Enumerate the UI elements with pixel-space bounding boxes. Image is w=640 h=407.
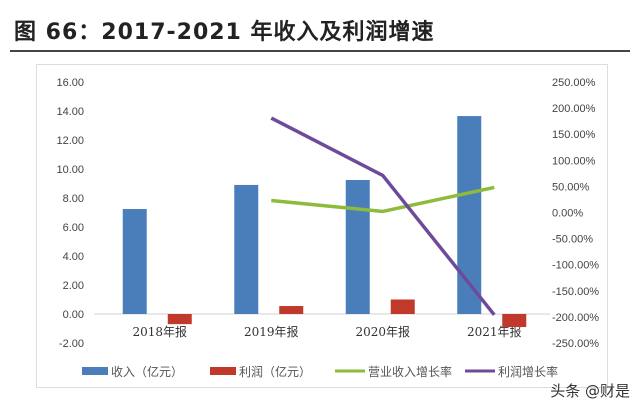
right-axis-tick: -100.00% [552, 260, 599, 272]
right-axis-tick: 100.00% [552, 155, 596, 167]
left-axis-tick: -2.00 [59, 338, 84, 350]
revenue-bar [345, 180, 370, 314]
left-axis-tick: 0.00 [63, 309, 84, 321]
legend-label: 收入（亿元） [111, 364, 183, 379]
legend-swatch [82, 367, 108, 375]
right-axis-tick: -150.00% [552, 286, 599, 298]
category-label: 2019年报 [244, 324, 299, 339]
legend-label: 利润（亿元） [239, 364, 311, 379]
legend-label: 利润增长率 [498, 364, 558, 379]
left-axis-tick: 2.00 [63, 280, 84, 292]
profit-bar [279, 306, 304, 314]
category-label: 2021年报 [467, 324, 522, 339]
left-axis-tick: 12.00 [56, 135, 84, 147]
revenue-bar [234, 184, 259, 314]
right-axis-tick: -200.00% [552, 312, 599, 324]
profit-bar [390, 299, 415, 314]
page-title: 图 66：2017-2021 年收入及利润增速 [14, 20, 435, 45]
left-axis-tick: 8.00 [63, 193, 84, 205]
right-axis-tick: -250.00% [552, 338, 599, 350]
chart-frame [36, 64, 608, 388]
right-axis-tick: -50.00% [552, 234, 593, 246]
left-axis-tick: 6.00 [63, 222, 84, 234]
watermark: 头条 @财是 [550, 382, 630, 400]
category-label: 2020年报 [355, 324, 410, 339]
right-axis-tick: 200.00% [552, 103, 596, 115]
right-axis-tick: 50.00% [552, 181, 590, 193]
right-axis-tick: 150.00% [552, 129, 596, 141]
revenue-bar [122, 209, 147, 314]
left-axis-tick: 14.00 [56, 106, 84, 118]
left-axis-tick: 16.00 [56, 77, 84, 89]
right-axis-tick: 0.00% [552, 208, 583, 220]
title-divider [10, 50, 630, 52]
right-axis-tick: 250.00% [552, 77, 596, 89]
legend-label: 营业收入增长率 [368, 364, 452, 379]
profit-bar [167, 314, 192, 325]
legend-swatch [210, 367, 236, 375]
profit-bar [502, 314, 527, 328]
left-axis-tick: 4.00 [63, 251, 84, 263]
category-label: 2018年报 [132, 324, 187, 339]
left-axis-tick: 10.00 [56, 164, 84, 176]
